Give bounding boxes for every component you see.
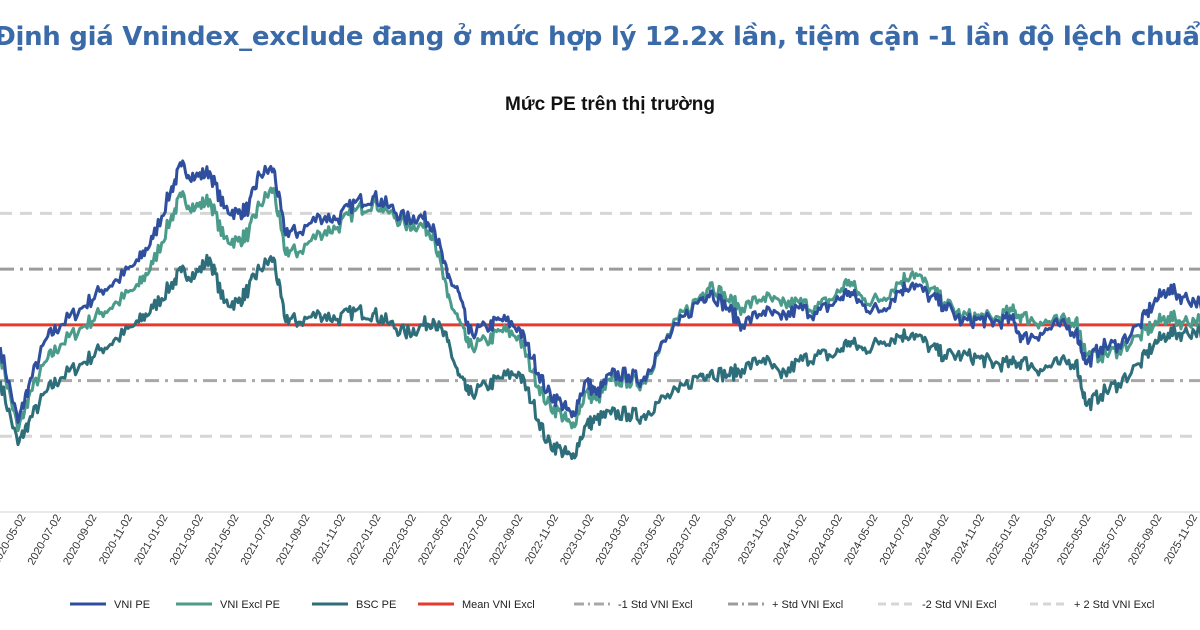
x-tick-label: 2025-07-02	[1091, 513, 1130, 568]
x-tick-label: 2020-09-02	[61, 513, 100, 568]
x-tick-label: 2025-11-02	[1162, 513, 1200, 567]
x-tick-label: 2020-05-02	[0, 513, 29, 568]
legend-label: -1 Std VNI Excl	[618, 599, 693, 611]
x-tick-label: 2020-11-02	[97, 513, 135, 567]
x-tick-label: 2023-05-02	[629, 513, 668, 568]
x-tick-label: 2023-09-02	[700, 513, 739, 568]
x-tick-label: 2022-01-02	[345, 513, 384, 568]
legend-label: Mean VNI Excl	[462, 599, 535, 611]
x-tick-label: 2024-03-02	[807, 513, 846, 568]
chart-title: Mức PE trên thị trường	[505, 94, 715, 115]
x-tick-label: 2024-07-02	[878, 513, 917, 568]
vni-pe-series	[0, 159, 1200, 424]
legend-label: + Std VNI Excl	[772, 599, 843, 611]
legend-label: -2 Std VNI Excl	[922, 599, 997, 611]
x-tick-label: 2023-03-02	[594, 513, 633, 568]
x-tick-label: 2024-09-02	[913, 513, 952, 568]
x-tick-label: 2021-05-02	[203, 513, 242, 568]
x-tick-label: 2023-01-02	[558, 513, 597, 568]
chart-legend: VNI PE VNI Excl PE BSC PE Mean VNI Excl -1 S…	[70, 599, 1154, 611]
x-tick-label: 2022-11-02	[523, 513, 561, 567]
pe-series-lines	[0, 159, 1200, 461]
x-tick-label: 2022-05-02	[416, 513, 455, 568]
x-tick-label: 2024-11-02	[949, 513, 987, 567]
legend-label: BSC PE	[356, 599, 396, 611]
x-tick-label: 2023-07-02	[665, 513, 704, 568]
legend-label: VNI Excl PE	[220, 599, 280, 611]
x-tick-label: 2021-03-02	[168, 513, 207, 568]
x-tick-label: 2022-03-02	[381, 513, 420, 568]
x-tick-label: 2023-11-02	[736, 513, 774, 567]
x-tick-label: 2021-01-02	[132, 513, 171, 568]
legend-label: + 2 Std VNI Excl	[1074, 599, 1154, 611]
x-tick-label: 2022-07-02	[452, 513, 491, 568]
legend-label: VNI PE	[114, 599, 150, 611]
x-tick-label: 2021-09-02	[274, 513, 313, 568]
x-tick-label: 2021-07-02	[239, 513, 278, 568]
x-tick-label: 2025-03-02	[1020, 513, 1059, 568]
x-tick-label: 2025-09-02	[1126, 513, 1165, 568]
x-tick-label: 2025-01-02	[984, 513, 1023, 568]
bsc-pe-series	[0, 253, 1200, 461]
x-tick-label: 2024-01-02	[771, 513, 810, 568]
x-tick-label: 2024-05-02	[842, 513, 881, 568]
headline: Định giá Vnindex_exclude đang ở mức hợp …	[0, 22, 1200, 52]
vni-excl-pe-series	[0, 186, 1200, 433]
x-tick-label: 2025-05-02	[1055, 513, 1094, 568]
x-tick-label: 2022-09-02	[487, 513, 526, 568]
x-tick-label: 2021-11-02	[310, 513, 348, 567]
x-tick-label: 2020-07-02	[26, 513, 65, 568]
x-axis-ticks: 2020-05-022020-07-022020-09-022020-11-02…	[0, 513, 1200, 568]
